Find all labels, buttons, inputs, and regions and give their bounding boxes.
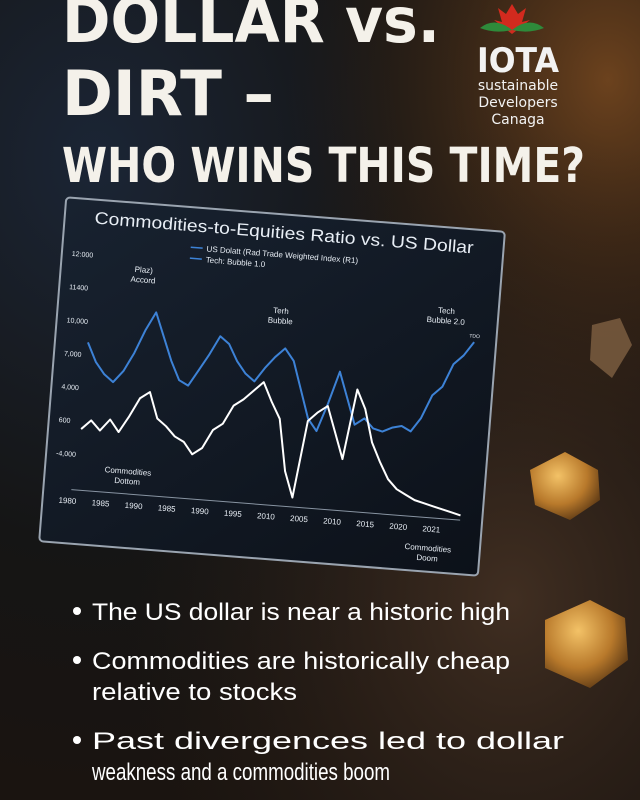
logo-icon: [480, 4, 544, 34]
y-tick-label: -4,000: [56, 450, 76, 459]
annotation: TerhBubble: [267, 306, 294, 327]
gold-nugget: [545, 600, 628, 688]
title-line: DIRT –: [62, 57, 274, 130]
x-tick-label: 2010: [323, 516, 342, 526]
annotation: TechBubble 2.0: [426, 305, 466, 327]
logo-text: Canaga: [491, 112, 544, 128]
gold-nugget: [530, 452, 600, 520]
y-tick-label: 12:000: [72, 251, 94, 260]
annotation: CommoditiesDottom: [104, 465, 152, 488]
x-tick-label: 1990: [124, 501, 143, 511]
y-tick-label: 10,000: [66, 317, 88, 326]
title-line: DOLLAR vs.: [62, 0, 440, 57]
y-tick-label: 600: [58, 417, 70, 425]
x-tick-label: 1985: [91, 498, 110, 508]
x-tick-label: 2021: [422, 524, 441, 534]
annotation: TDO: [469, 333, 480, 340]
legend-swatch: [190, 246, 203, 249]
logo-text: Developers: [478, 95, 557, 111]
bullet: Commodities are historically cheap relati…: [92, 648, 510, 706]
bullet-dot: [73, 607, 81, 615]
bullet-dot: [73, 656, 81, 664]
logo-text: sustainable: [478, 78, 558, 94]
rock: [590, 318, 632, 378]
bullet-list: The US dollar is near a historic high Co…: [73, 599, 564, 786]
y-tick-label: 7,000: [64, 351, 82, 359]
title-line: WHO WINS THIS TIME?: [62, 138, 585, 194]
x-tick-label: 2005: [290, 514, 309, 524]
logo-name: IOTA: [477, 41, 560, 81]
x-tick-label: 1980: [58, 496, 77, 506]
y-tick-label: 11400: [69, 284, 89, 292]
bullet: Past divergences led to dollar weakness a…: [91, 728, 564, 786]
x-axis: [71, 489, 461, 521]
annotation: Plaz)Accord: [130, 265, 156, 286]
series-line: [80, 381, 461, 517]
x-tick-label: 2010: [257, 511, 276, 521]
x-tick-label: 1995: [224, 509, 243, 519]
annotation: CommoditiesDoom: [403, 542, 451, 565]
legend-swatch: [189, 257, 202, 260]
y-tick-label: 4,000: [61, 384, 79, 392]
bullet: The US dollar is near a historic high: [92, 599, 510, 626]
x-tick-label: 2020: [389, 522, 408, 532]
x-tick-label: 1985: [157, 503, 176, 513]
chart-panel: Commodities-to-Equities Ratio vs. US Dol…: [38, 196, 506, 577]
x-tick-label: 2015: [356, 519, 375, 529]
x-tick-label: 1990: [191, 506, 210, 516]
bullet-dot: [73, 736, 81, 744]
series-line: [87, 311, 475, 433]
